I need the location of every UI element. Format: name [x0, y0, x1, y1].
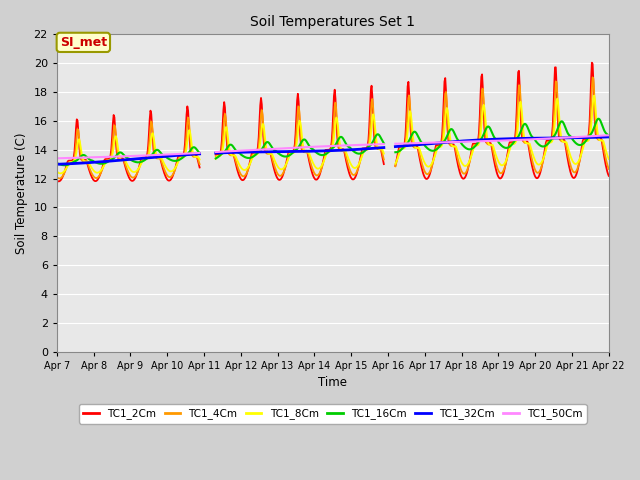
TC1_2Cm [605, 173, 612, 179]
TC1_2Cm [53, 178, 61, 183]
TC1_32Cm [401, 143, 408, 149]
TC1_2Cm [401, 141, 408, 146]
Y-axis label: Soil Temperature (C): Soil Temperature (C) [15, 132, 28, 253]
TC1_16Cm [417, 139, 424, 144]
TC1_16Cm [605, 134, 612, 140]
TC1_8Cm [53, 168, 61, 174]
TC1_4Cm [401, 144, 408, 150]
TC1_32Cm [605, 134, 612, 140]
TC1_8Cm [605, 156, 612, 162]
TC1_4Cm [53, 174, 61, 180]
TC1_32Cm [53, 161, 61, 167]
Text: SI_met: SI_met [60, 36, 107, 49]
TC1_2Cm [417, 161, 424, 167]
TC1_50Cm [120, 154, 127, 159]
TC1_8Cm [120, 157, 127, 163]
X-axis label: Time: Time [318, 376, 348, 389]
Line: TC1_4Cm: TC1_4Cm [57, 77, 609, 179]
TC1_50Cm [63, 155, 70, 161]
TC1_50Cm [401, 141, 408, 146]
TC1_2Cm [120, 157, 127, 163]
TC1_4Cm [417, 156, 424, 162]
TC1_8Cm [63, 165, 70, 170]
TC1_32Cm [120, 157, 127, 163]
Title: Soil Temperatures Set 1: Soil Temperatures Set 1 [250, 15, 415, 29]
Line: TC1_50Cm: TC1_50Cm [57, 135, 609, 158]
TC1_16Cm [53, 160, 61, 166]
TC1_4Cm [605, 166, 612, 172]
TC1_4Cm [63, 164, 70, 170]
TC1_16Cm [120, 152, 127, 157]
TC1_50Cm [53, 156, 61, 161]
Legend: TC1_2Cm, TC1_4Cm, TC1_8Cm, TC1_16Cm, TC1_32Cm, TC1_50Cm: TC1_2Cm, TC1_4Cm, TC1_8Cm, TC1_16Cm, TC1… [79, 404, 586, 423]
TC1_2Cm [176, 153, 184, 159]
TC1_8Cm [417, 150, 424, 156]
TC1_32Cm [417, 142, 424, 147]
TC1_4Cm [120, 157, 127, 163]
Line: TC1_16Cm: TC1_16Cm [57, 119, 609, 165]
TC1_32Cm [63, 161, 70, 167]
TC1_50Cm [417, 140, 424, 146]
TC1_4Cm [176, 155, 184, 160]
Line: TC1_2Cm: TC1_2Cm [57, 63, 609, 181]
TC1_16Cm [63, 162, 70, 168]
TC1_2Cm [63, 162, 70, 168]
TC1_8Cm [401, 145, 408, 151]
TC1_16Cm [176, 157, 184, 163]
TC1_32Cm [176, 152, 184, 158]
TC1_16Cm [401, 143, 408, 149]
TC1_50Cm [605, 132, 612, 138]
Line: TC1_32Cm: TC1_32Cm [57, 137, 609, 164]
TC1_50Cm [176, 151, 184, 157]
TC1_8Cm [176, 156, 184, 162]
Line: TC1_8Cm: TC1_8Cm [57, 96, 609, 173]
